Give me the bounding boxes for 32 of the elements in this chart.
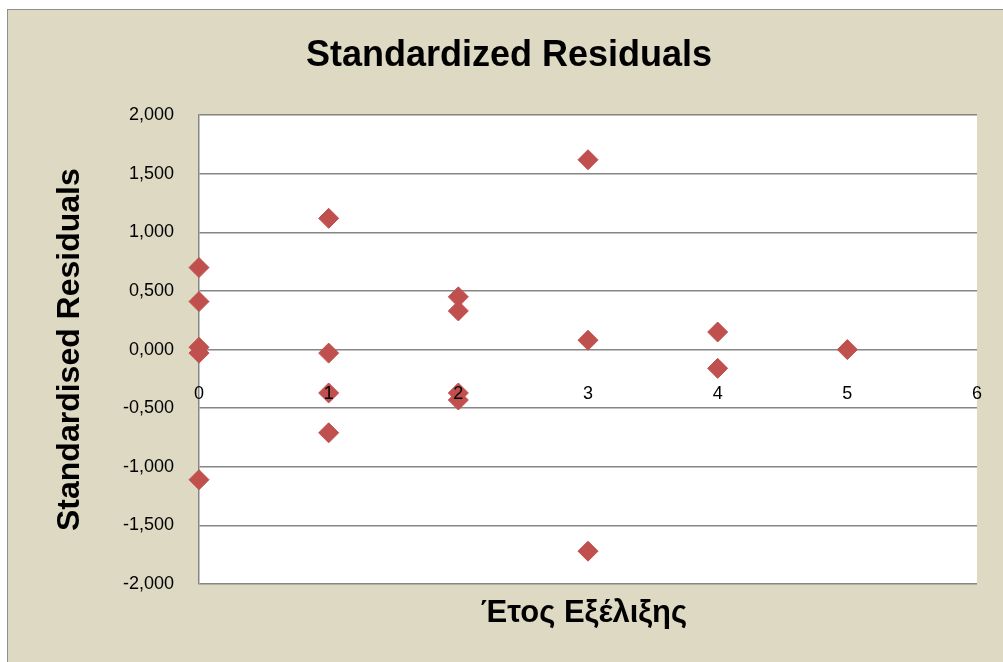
x-tick-label: 2 bbox=[453, 383, 464, 404]
point bbox=[188, 257, 210, 279]
y-tick-label: -1,500 bbox=[122, 514, 174, 535]
point bbox=[188, 469, 210, 491]
y-tick-label: 1,500 bbox=[128, 162, 174, 183]
x-tick-label: 4 bbox=[712, 383, 723, 404]
point bbox=[577, 149, 599, 171]
y-tick-label: 1,000 bbox=[128, 221, 174, 242]
x-tick-label: 6 bbox=[971, 383, 983, 404]
x-tick-label: 1 bbox=[323, 383, 334, 404]
point bbox=[318, 422, 340, 444]
x-tick-label: 3 bbox=[582, 383, 594, 404]
point bbox=[836, 339, 858, 361]
point bbox=[707, 357, 729, 379]
point bbox=[577, 540, 599, 562]
point bbox=[447, 300, 469, 322]
y-tick-label: -0,500 bbox=[122, 397, 174, 418]
y-axis-title: Standardised Residuals bbox=[50, 168, 87, 531]
point bbox=[577, 329, 599, 351]
point bbox=[707, 321, 729, 343]
y-tick-label: -1,000 bbox=[122, 455, 174, 476]
y-tick-label: 2,000 bbox=[128, 104, 174, 125]
point bbox=[318, 207, 340, 229]
point bbox=[188, 291, 210, 313]
y-tick-label: 0,000 bbox=[128, 338, 174, 359]
x-tick-label: 5 bbox=[842, 383, 853, 404]
y-tick-label: 0,500 bbox=[128, 279, 174, 300]
x-tick-label: 0 bbox=[193, 383, 205, 404]
y-tick-label: -2,000 bbox=[122, 572, 174, 593]
chart-title: Standardized Residuals bbox=[305, 32, 713, 74]
x-axis-title: Έτος Εξέλιξης bbox=[480, 593, 688, 629]
point bbox=[318, 342, 340, 364]
